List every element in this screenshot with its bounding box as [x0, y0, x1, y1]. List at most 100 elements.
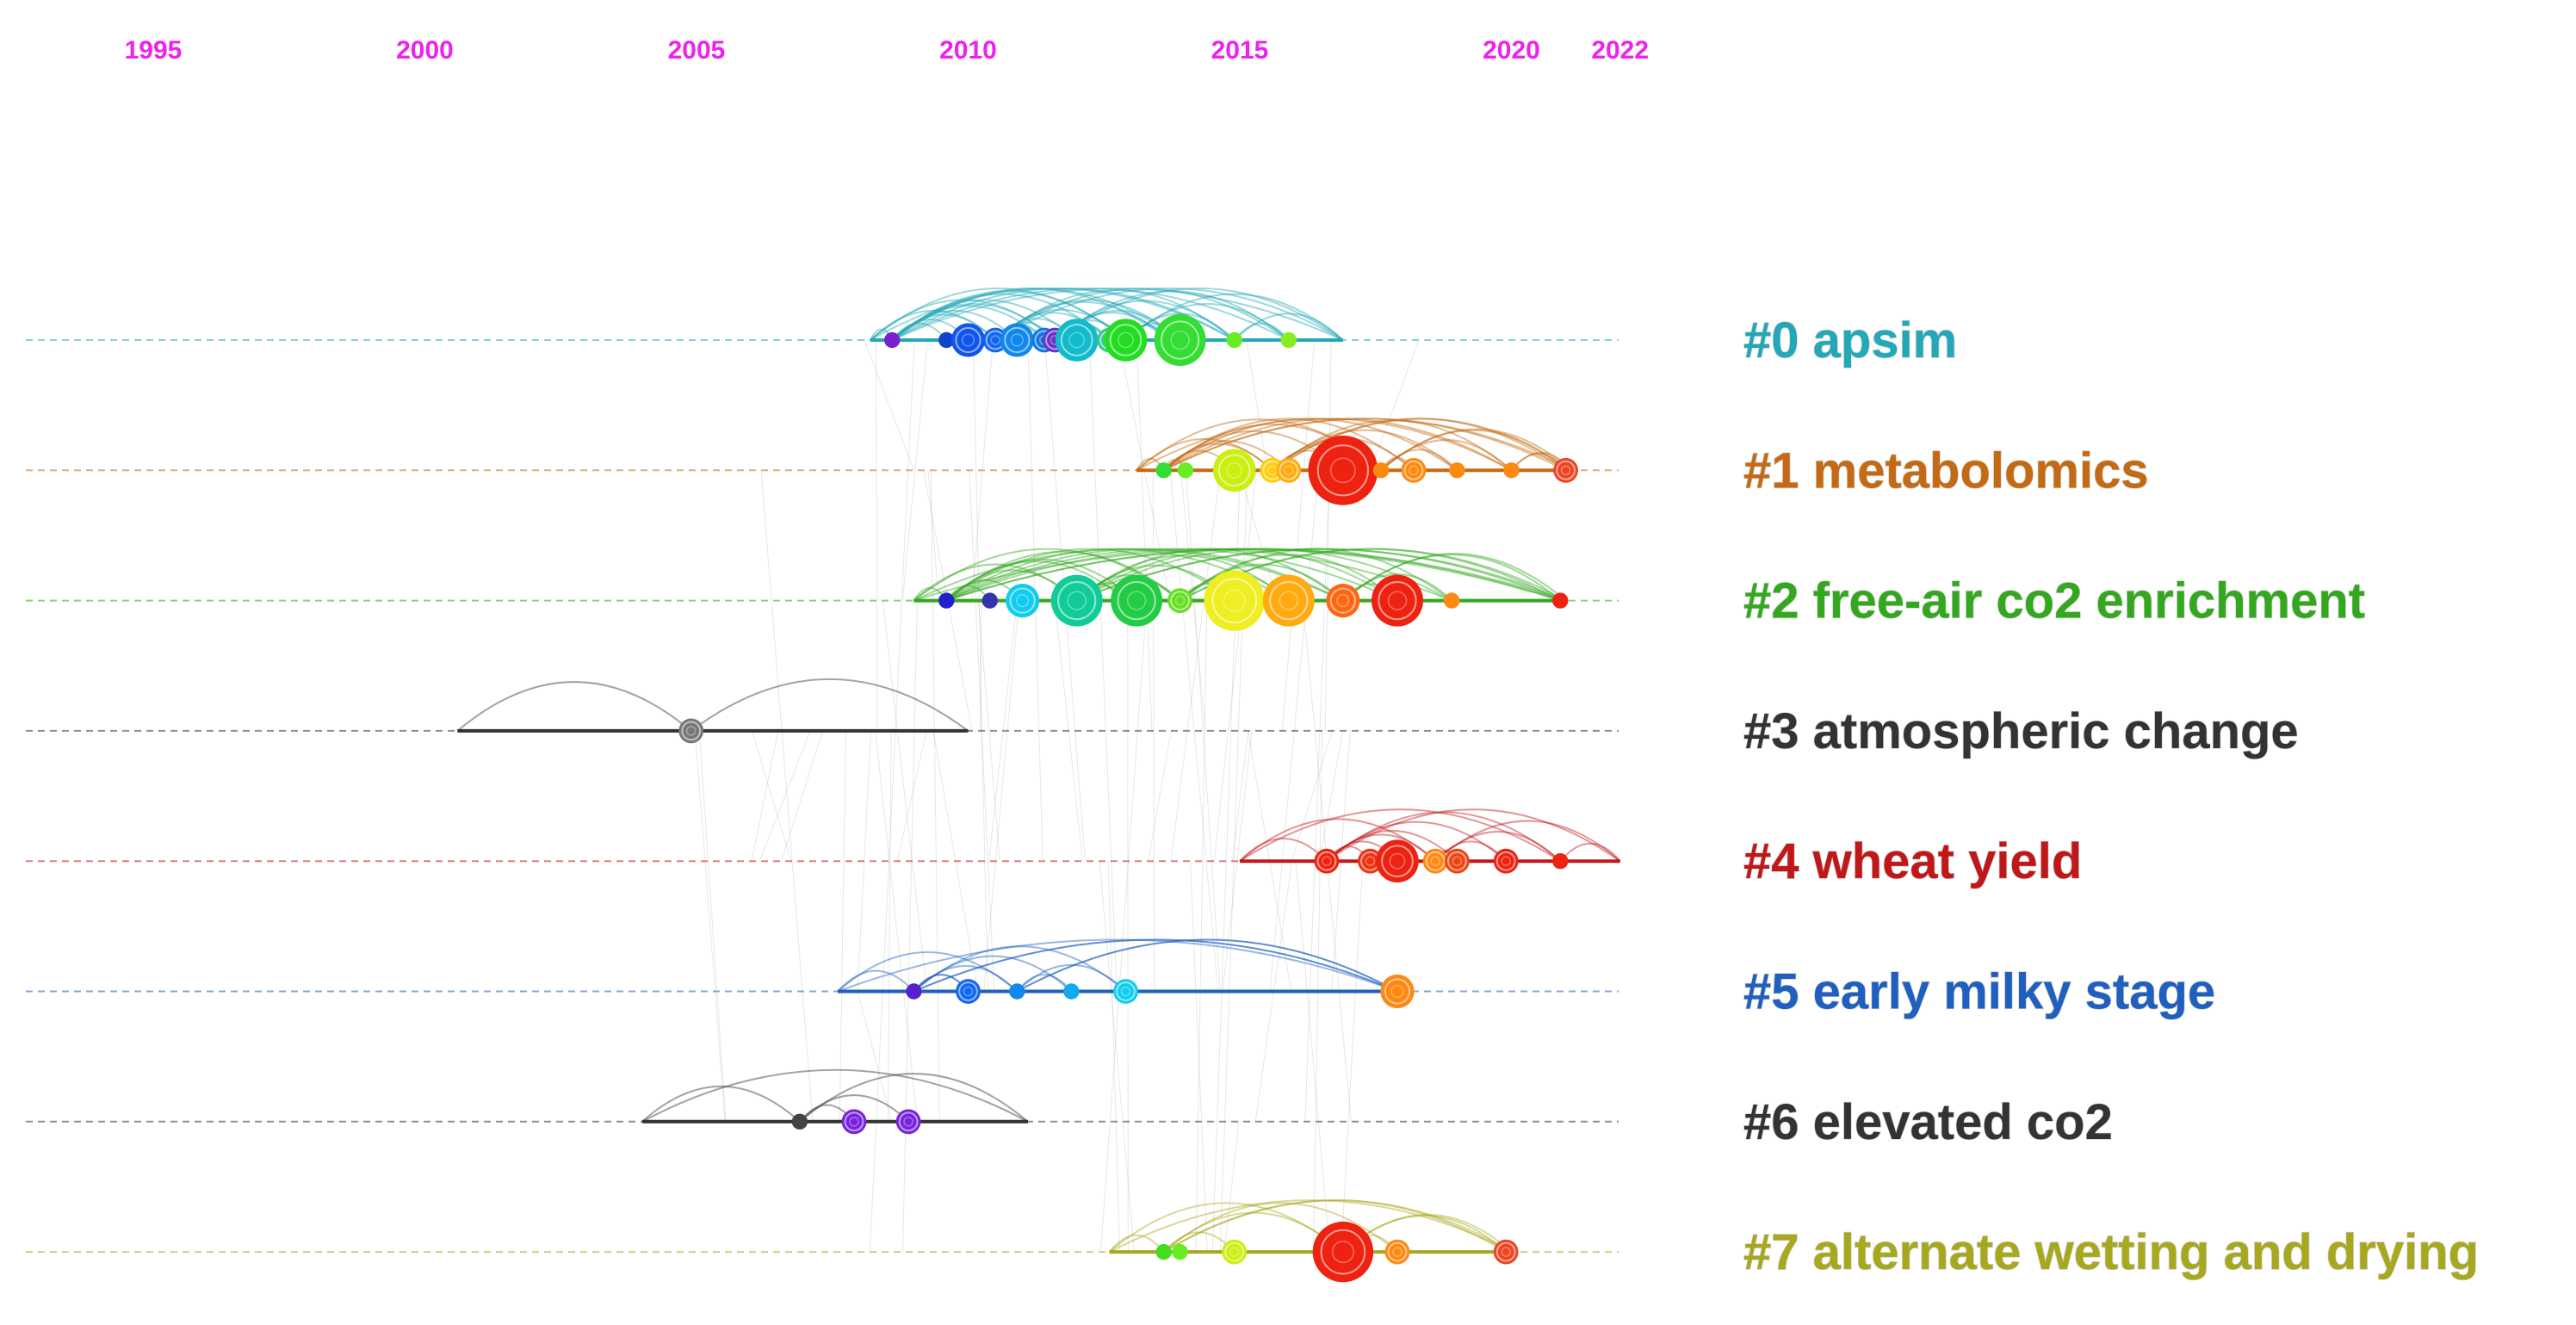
citation-node-ring	[1063, 983, 1080, 1000]
citation-node-core	[963, 986, 974, 997]
citation-node	[938, 331, 955, 349]
cross-link	[1170, 470, 1221, 862]
citation-node-core	[1015, 593, 1030, 608]
citation-node	[1553, 457, 1578, 483]
citation-node-inner-ring	[1160, 320, 1200, 360]
cluster-arc	[1108, 1234, 1165, 1253]
cluster-arc	[994, 288, 1344, 341]
citation-node-ring	[1155, 462, 1172, 479]
cluster-arc	[1109, 1199, 1512, 1253]
cross-link	[983, 600, 1020, 992]
citation-node	[1552, 853, 1569, 870]
cross-link	[781, 730, 824, 862]
citation-node	[1204, 570, 1265, 631]
cross-link	[1148, 730, 1172, 862]
cluster-arc	[945, 548, 1235, 602]
citation-node-inner-ring	[1170, 591, 1190, 610]
cluster-arc	[1163, 1199, 1513, 1253]
cluster-arc	[1179, 554, 1398, 602]
cross-link	[694, 730, 726, 1122]
citation-node	[1050, 574, 1103, 627]
citation-node-core	[1126, 591, 1147, 610]
citation-node-core	[1501, 1247, 1511, 1257]
citation-node-inner-ring	[1447, 851, 1467, 871]
citation-node	[1443, 592, 1460, 609]
cluster-lane-1: #1 metabolomics	[26, 418, 2149, 505]
cluster-arc	[1326, 833, 1436, 862]
cross-link	[760, 470, 814, 1122]
year-axis: 1995 2000 2005 2010 2015 2020 2022	[125, 36, 1649, 65]
citation-node	[1493, 1239, 1519, 1265]
citation-node-core	[1430, 856, 1440, 866]
cluster-arc	[1016, 963, 1127, 993]
cluster-arc	[994, 299, 1181, 341]
citation-node-ring	[1172, 1243, 1188, 1260]
citation-node-core	[1229, 1247, 1240, 1257]
citation-node-inner-ring	[1269, 581, 1309, 621]
citation-node-ring	[1503, 462, 1520, 479]
cluster-arc	[1016, 974, 1073, 993]
citation-node	[1280, 331, 1297, 349]
citation-node-inner-ring	[1495, 1241, 1516, 1262]
cross-link	[1195, 600, 1208, 1253]
cluster-label-4: #4 wheat yield	[1743, 833, 2082, 889]
cross-link	[902, 600, 918, 1253]
cross-link	[751, 730, 779, 862]
citation-node-inner-ring	[1387, 1241, 1408, 1262]
citation-node-ring	[1009, 983, 1025, 1000]
year-tick-2005: 2005	[668, 36, 726, 65]
citation-node	[1172, 1243, 1188, 1260]
citation-node-inner-ring	[1425, 851, 1446, 871]
citation-node-inner-ring	[1116, 981, 1136, 1001]
cluster-arc	[1342, 554, 1561, 602]
cluster-arc	[1272, 418, 1567, 472]
cluster-arc	[1163, 418, 1567, 472]
citation-node	[1000, 323, 1034, 357]
cluster-arc	[837, 951, 1018, 993]
citation-node-ring	[1449, 462, 1465, 479]
cluster-arc	[1136, 437, 1273, 472]
cluster-arc	[870, 288, 1127, 341]
cluster-arc	[1054, 288, 1344, 341]
cluster-arc	[837, 938, 1398, 993]
citation-node-ring	[981, 592, 998, 609]
citation-node	[1376, 839, 1419, 882]
cluster-arc	[1108, 1202, 1344, 1253]
cluster-arc	[994, 289, 1235, 341]
cross-link	[698, 730, 727, 1122]
cluster-lane-0: #0 apsim	[26, 288, 1958, 369]
citation-node-core	[1390, 984, 1404, 999]
cluster-arc	[1239, 818, 1436, 862]
cluster-arc	[891, 288, 1170, 341]
cluster-arc	[1326, 829, 1458, 862]
cluster-arc	[913, 938, 1398, 993]
cluster-arc	[1124, 302, 1290, 341]
citation-node-ring	[883, 331, 901, 349]
citation-node	[1384, 1239, 1410, 1265]
cross-link	[896, 730, 927, 862]
cluster-lane-7: #7 alternate wetting and drying	[26, 1199, 2480, 1283]
cluster-arc	[891, 288, 1290, 341]
cluster-arc	[1272, 418, 1572, 472]
cluster-arc	[1054, 290, 1290, 341]
cross-link	[1232, 730, 1249, 862]
cluster-arc	[1239, 838, 1328, 862]
cluster-arc	[891, 288, 1181, 341]
citation-node	[1314, 848, 1340, 874]
cluster-label-6: #6 elevated co2	[1743, 1094, 2113, 1150]
cluster-arc	[945, 548, 1561, 602]
citation-node	[1222, 1239, 1248, 1265]
citation-node	[1445, 848, 1470, 874]
citation-node-core	[1331, 1241, 1354, 1264]
citation-node-inner-ring	[1109, 324, 1142, 356]
citation-node-inner-ring	[1495, 851, 1516, 871]
cluster-arc	[1380, 429, 1567, 472]
citation-node-ring	[938, 331, 955, 349]
cross-link	[901, 339, 928, 601]
citation-node	[1111, 574, 1163, 627]
cluster-arc	[1136, 418, 1512, 472]
cross-link	[1107, 861, 1121, 1253]
citation-node	[1212, 449, 1256, 492]
